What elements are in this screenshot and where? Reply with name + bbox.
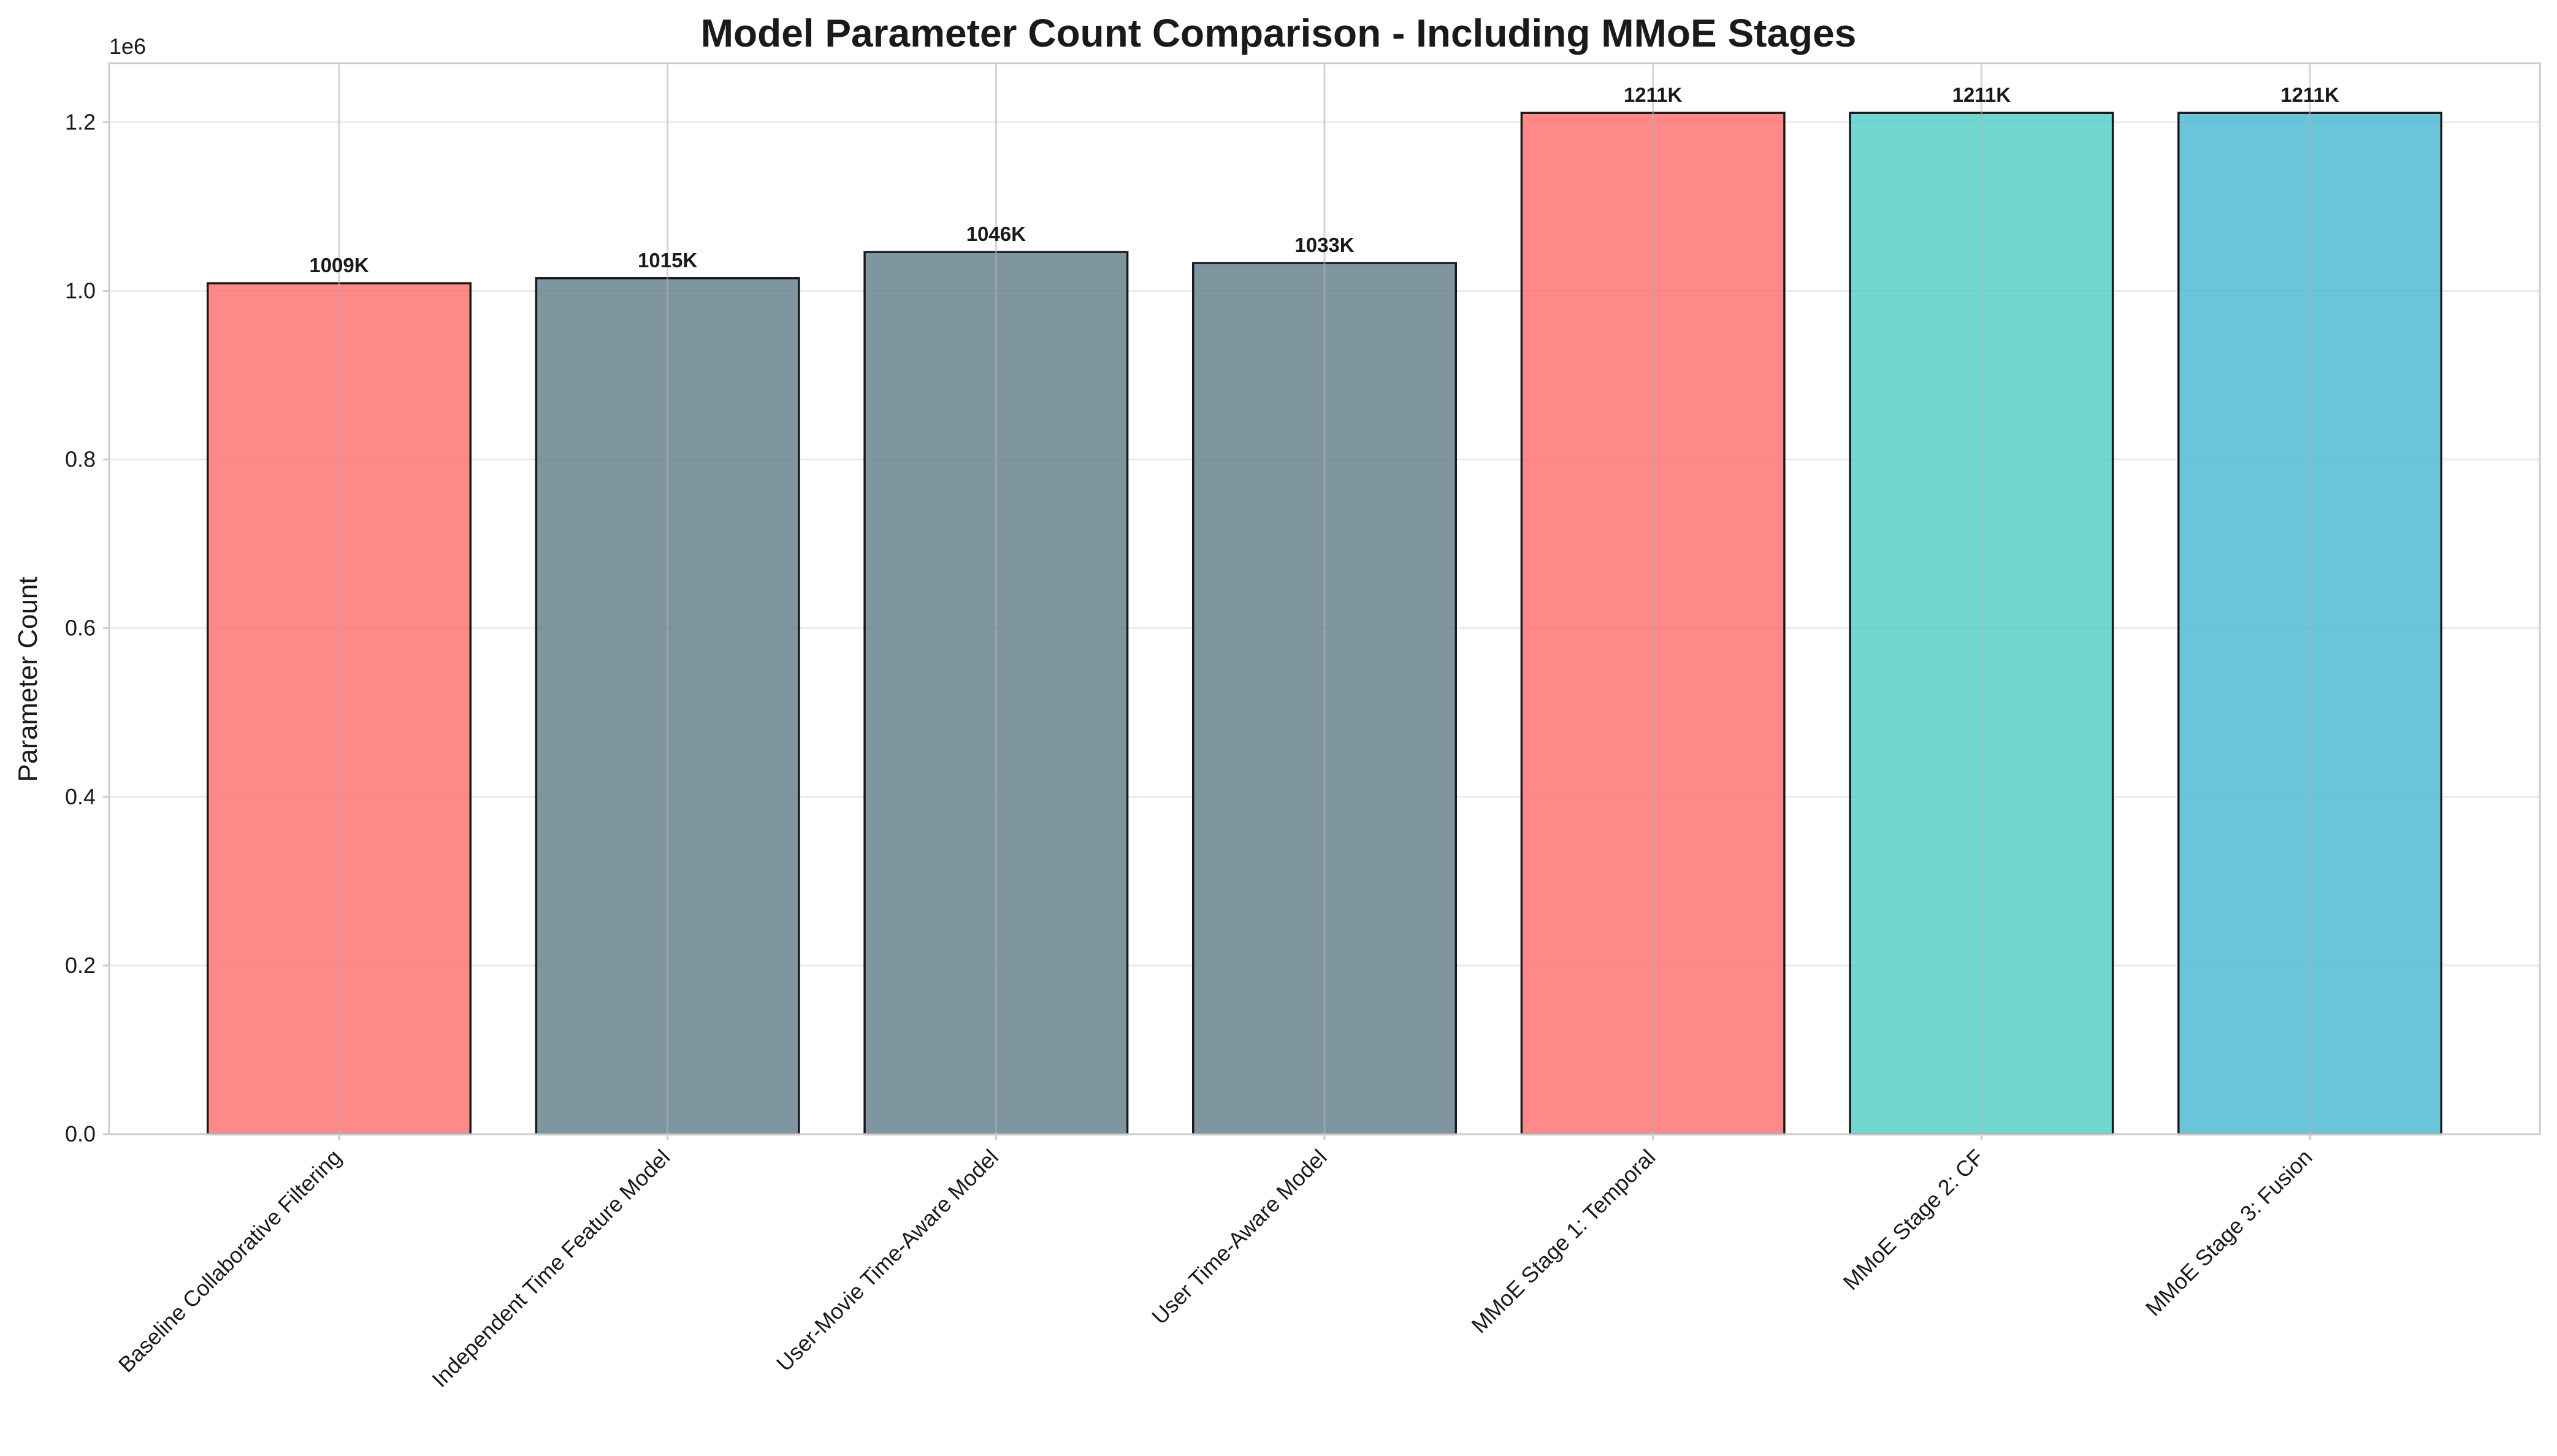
bar-data-label: 1211K [2280,83,2339,106]
y-axis-offset-label: 1e6 [109,34,146,59]
bar-data-label: 1033K [1294,234,1354,256]
y-tick-label: 0.8 [65,447,96,472]
y-tick-label: 0.0 [65,1121,96,1146]
y-tick-label: 1.2 [65,109,96,134]
y-axis-ticks: 0.0 0.2 0.4 0.6 0.8 1.0 1.2 [65,109,109,1146]
vertical-gridlines [338,63,2311,1134]
y-tick-label: 0.6 [65,616,96,641]
y-tick-label: 0.2 [65,953,96,978]
chart-title: Model Parameter Count Comparison - Inclu… [701,11,1857,55]
plot-frame [108,62,2541,1135]
bar-data-label: 1009K [309,254,369,276]
bar-data-label: 1015K [638,249,697,272]
data-labels: 1009K 1015K 1046K 1033K 1211K 1211K 1211K [309,83,2339,276]
y-tick-label: 1.0 [65,278,96,303]
bar-data-label: 1211K [1624,83,1683,106]
bar-data-label: 1211K [1952,83,2011,106]
y-axis-label: Parameter Count [13,576,43,782]
bar-data-label: 1046K [966,223,1026,245]
y-tick-label: 0.4 [65,784,96,809]
